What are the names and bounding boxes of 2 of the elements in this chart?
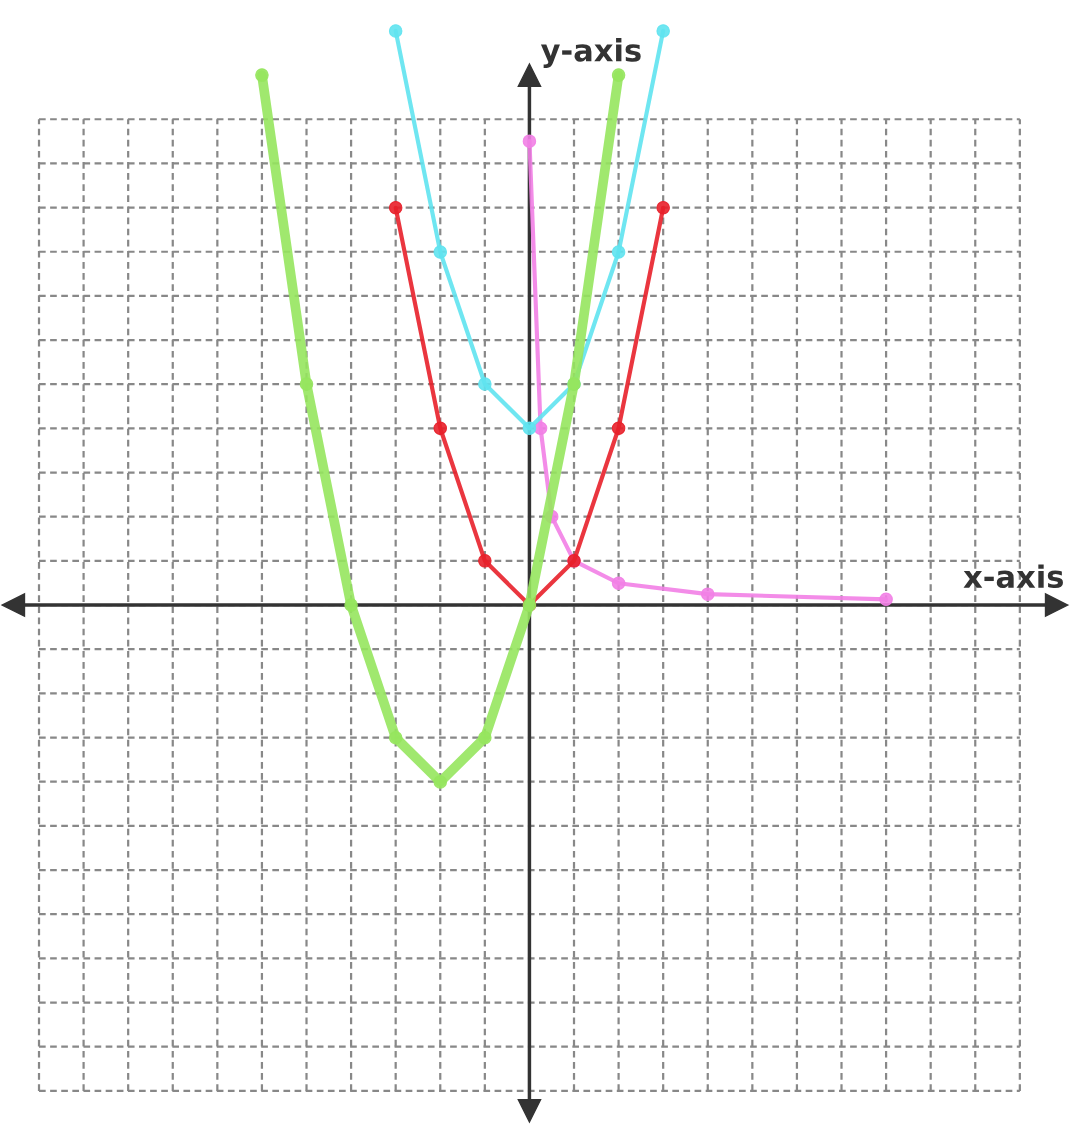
y-axis-title: y-axis	[540, 38, 641, 68]
x-axis-title: x-axis	[963, 564, 1063, 589]
